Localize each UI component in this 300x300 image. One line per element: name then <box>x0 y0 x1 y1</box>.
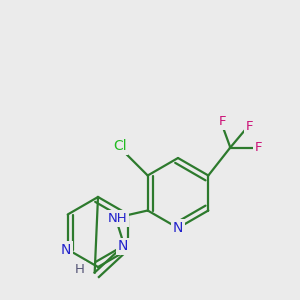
Text: F: F <box>246 120 253 133</box>
Text: F: F <box>255 141 262 154</box>
Text: H: H <box>75 263 85 276</box>
Text: NH: NH <box>108 212 128 225</box>
Text: N: N <box>173 221 183 235</box>
Text: Cl: Cl <box>113 140 127 154</box>
Text: N: N <box>118 239 128 254</box>
Text: F: F <box>219 115 226 128</box>
Text: N: N <box>61 242 71 256</box>
